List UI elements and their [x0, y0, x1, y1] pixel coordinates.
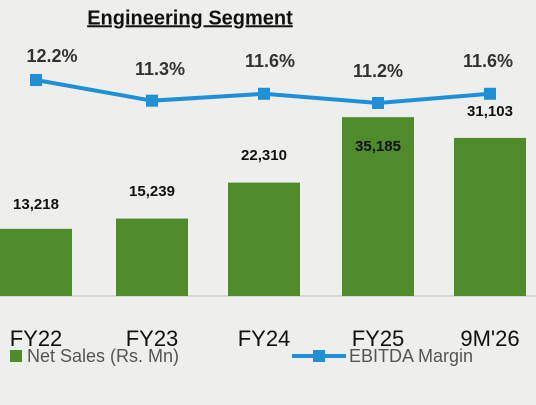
chart-title: Engineering Segment: [87, 7, 293, 29]
line-marker: [258, 87, 270, 100]
line-value-label: 11.3%: [135, 59, 185, 79]
x-tick-label: FY22: [10, 326, 63, 351]
line-value-label: 11.6%: [463, 51, 513, 71]
x-tick-label: FY23: [126, 326, 179, 351]
legend-label: Net Sales (Rs. Mn): [27, 346, 179, 366]
line-marker: [146, 94, 158, 107]
bar-value-label: 13,218: [13, 196, 59, 213]
bar: [342, 117, 414, 296]
bar: [116, 218, 188, 296]
bar-value-label: 15,239: [129, 183, 175, 200]
legend-swatch: [10, 350, 22, 362]
bar: [228, 182, 300, 296]
x-tick-label: 9M'26: [460, 326, 519, 351]
bar-value-label: 31,103: [467, 103, 513, 120]
legend-swatch: [313, 350, 325, 362]
line-value-label: 11.2%: [353, 61, 403, 81]
bar-value-label: 22,310: [241, 147, 287, 164]
line-marker: [372, 96, 384, 109]
line-value-label: 11.6%: [245, 51, 295, 71]
legend-label: EBITDA Margin: [349, 346, 473, 366]
line-marker: [484, 87, 496, 100]
x-tick-label: FY24: [238, 326, 291, 351]
bar: [0, 228, 72, 296]
x-tick-label: FY25: [352, 326, 405, 351]
bar-value-label: 35,185: [355, 138, 401, 155]
line-value-label: 12.2%: [26, 46, 77, 66]
line-marker: [30, 74, 42, 86]
bar: [454, 137, 526, 296]
